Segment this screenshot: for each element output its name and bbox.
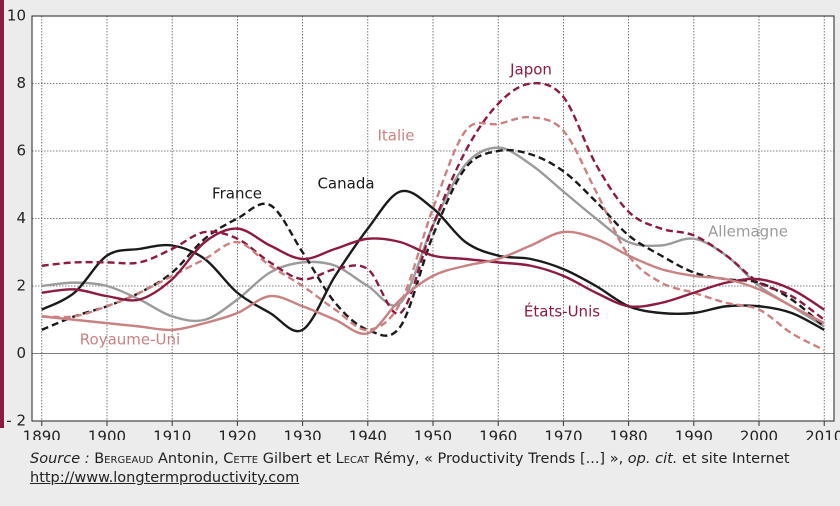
series-label: États-Unis — [524, 302, 600, 321]
source-text: Antonin, — [158, 451, 219, 467]
source-text: Lecat — [335, 451, 370, 467]
x-tick-label: 2000 — [740, 428, 778, 441]
x-tick-label: 1940 — [349, 428, 387, 441]
source-label: Source : — [30, 451, 90, 467]
x-tick-label: 1890 — [23, 428, 61, 441]
y-tick-label: 8 — [16, 74, 26, 92]
x-tick-label: 1970 — [544, 428, 582, 441]
series-label: Italie — [377, 127, 414, 145]
series-line — [41, 148, 825, 337]
source-text: op. cit. — [627, 451, 678, 467]
source-link[interactable]: http://www.longtermproductivity.com — [30, 470, 300, 486]
y-tick-label: 10 — [7, 7, 26, 25]
source-text: Gilbert et — [262, 451, 331, 467]
series-line — [41, 189, 825, 333]
x-tick-label: 1900 — [88, 428, 126, 441]
x-tick-label: 1980 — [610, 428, 648, 441]
series-line — [41, 82, 825, 321]
y-tick-label: 6 — [16, 142, 26, 160]
source-text: et site Internet — [682, 451, 790, 467]
x-tick-label: 1990 — [675, 428, 713, 441]
x-tick-label: 1930 — [283, 428, 321, 441]
x-tick-label: 1920 — [218, 428, 256, 441]
y-tick-label: 4 — [16, 209, 26, 227]
x-tick-label: 1950 — [414, 428, 452, 441]
source-note: Source : Bergeaud Antonin, Cette Gilbert… — [30, 450, 830, 488]
chart: - 2 0 2 4 6 8 10 1890 1900 1910 1920 1930 1940 1950 19… — [0, 0, 840, 440]
source-text: Rémy, « Productivity Trends [...] », — [373, 451, 624, 467]
series-label: Canada — [317, 175, 374, 193]
series-line — [41, 230, 825, 336]
series-label: Japon — [509, 61, 552, 79]
series-label: Allemagne — [708, 223, 788, 241]
y-tick-label: 2 — [16, 277, 26, 295]
series-label: France — [212, 185, 262, 203]
plot-border — [31, 15, 835, 422]
x-tick-label: 1910 — [153, 428, 191, 441]
side-bar — [0, 0, 4, 428]
source-text: Cette — [223, 451, 259, 467]
series-line — [41, 227, 825, 311]
series-label: Royaume-Uni — [80, 331, 180, 349]
x-tick-label: 1960 — [479, 428, 517, 441]
source-text: Bergeaud — [94, 451, 154, 467]
y-tick-label: 0 — [16, 344, 26, 362]
y-tick-label: - 2 — [6, 412, 26, 430]
x-tick-label: 2010 — [805, 428, 840, 441]
